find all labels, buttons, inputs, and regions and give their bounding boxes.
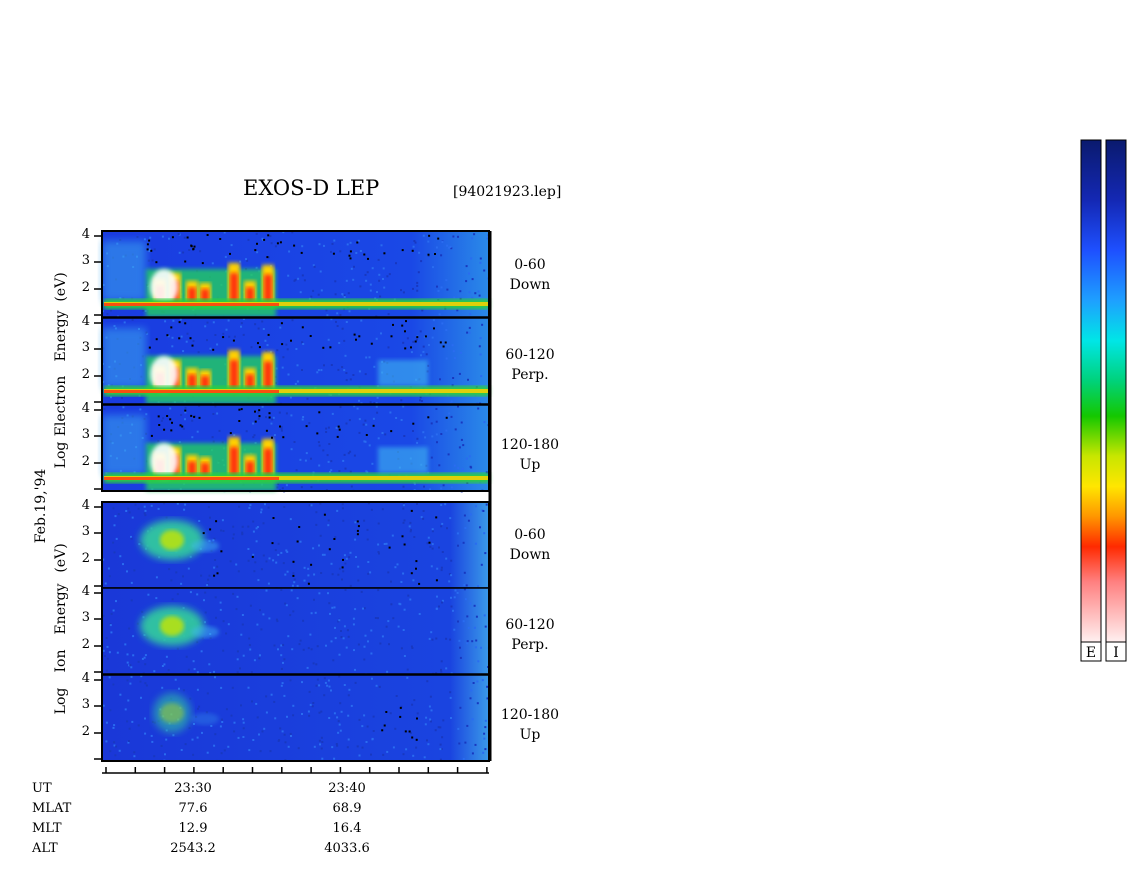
electron-axis-label-electron: Electron [53,375,69,437]
row-label-alt: ALT [32,841,58,856]
y-tick-label: 4 [81,671,90,686]
y-tick-label: 3 [81,524,90,539]
colorbar-electron-label-box [1080,641,1102,662]
mlt-value: 12.9 [178,821,208,836]
spectrogram-panel-3 [101,404,490,493]
spectrogram-panel-5 [101,587,491,676]
x-tick-label: 23:40 [328,781,366,796]
alt-value: 4033.6 [324,841,370,856]
colorbar-electron-label: E [1086,645,1096,661]
ion-axis-label-unit: (eV) [53,543,69,573]
y-tick-label: 3 [81,697,90,712]
colorbar-ion-label: I [1113,645,1119,661]
y-tick-label: 2 [81,280,90,295]
panel-label-e-up: 120-180 Up [500,437,560,473]
y-tick-label: 3 [81,427,90,442]
y-tick-label: 4 [81,401,90,416]
ion-axis-label-ion: Ion [53,649,69,673]
spectrogram-panel-6 [101,674,490,762]
electron-axis-label-log: Log [53,441,69,469]
electron-axis-label-unit: (eV) [53,272,69,302]
y-tick-label: 2 [81,637,90,652]
x-tick-label: 23:30 [174,781,212,796]
row-label-ut: UT [32,781,52,796]
row-label-mlat: MLAT [32,801,72,816]
file-name-label: [94021923.lep] [453,184,562,200]
panel-label-i-up: 120-180 Up [500,707,560,743]
colorbar-ion-label-box [1105,641,1127,662]
date-label: Feb.19,'94 [33,468,49,544]
panel-label-i-down: 0-60 Down [509,527,551,563]
y-tick-label: 3 [81,340,90,355]
mlat-value: 68.9 [332,801,362,816]
electron-axis-label-energy: Energy [53,310,69,362]
y-tick-label: 3 [81,610,90,625]
y-tick-label: 3 [81,253,90,268]
spectrogram-panel-4 [101,501,490,590]
y-tick-label: 4 [81,584,90,599]
alt-value: 2543.2 [170,841,216,856]
ion-axis-label-log: Log [53,687,69,715]
mlat-value: 77.6 [178,801,208,816]
chart-title: EXOS-D LEP [243,176,380,200]
spectrogram-panel-1 [101,230,490,319]
y-tick-label: 4 [81,498,90,513]
mlt-value: 16.4 [332,821,362,836]
ion-axis-label-energy: Energy [53,583,69,635]
panel-label-e-perp: 60-120 Perp. [505,347,555,383]
y-tick-label: 4 [81,314,90,329]
row-label-mlt: MLT [32,821,62,836]
panel-label-i-perp: 60-120 Perp. [505,617,555,653]
colorbar-ion [1105,139,1127,643]
y-tick-label: 2 [81,454,90,469]
panel-label-e-down: 0-60 Down [509,257,551,293]
y-tick-label: 2 [81,724,90,739]
colorbar-electron [1080,139,1102,643]
y-tick-label: 2 [81,367,90,382]
y-tick-label: 2 [81,551,90,566]
spectrogram-panel-2 [101,317,491,406]
y-tick-label: 4 [81,227,90,242]
